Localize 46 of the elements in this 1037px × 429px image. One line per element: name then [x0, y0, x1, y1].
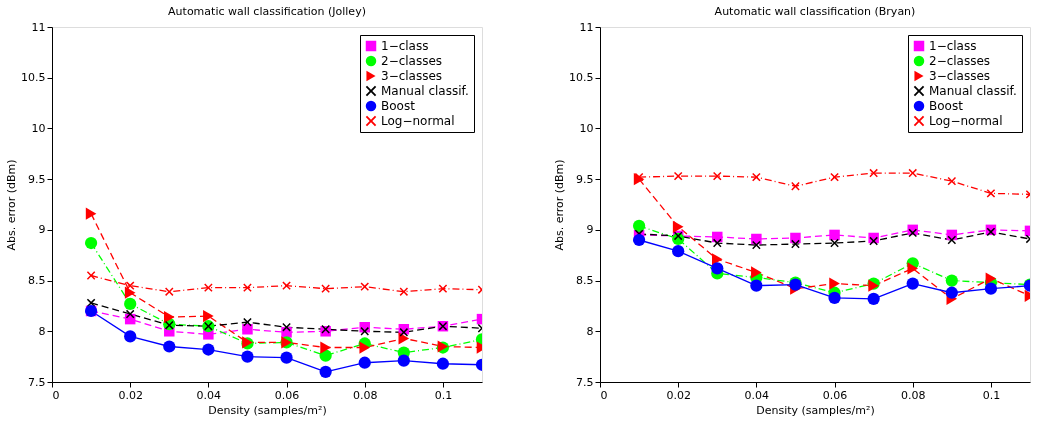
- y-axis-title: Abs. error (dBm): [5, 159, 19, 251]
- x-tick-label: 0.08: [900, 388, 926, 402]
- x-axis-title: Density (samples/m²): [756, 403, 875, 417]
- x-tick-label: 0.08: [352, 388, 378, 402]
- x-tick-label: 0.06: [274, 388, 300, 402]
- y-tick-label: 8: [38, 324, 46, 338]
- x-tick-label: 0.04: [196, 388, 222, 402]
- y-axis-title: Abs. error (dBm): [553, 159, 567, 251]
- legend-label: Boost: [381, 99, 416, 113]
- x-tick-label: 0.06: [822, 388, 848, 402]
- y-tick-label: 11: [579, 20, 594, 34]
- x-tick-label: 0: [600, 388, 608, 402]
- y-tick-label: 9: [38, 223, 46, 237]
- legend-label: Boost: [929, 99, 964, 113]
- x-tick-label: 0.02: [666, 388, 691, 402]
- y-tick-label: 11: [31, 20, 46, 34]
- legend-label: 1−class: [929, 39, 977, 53]
- x-tick-label: 0: [52, 388, 60, 402]
- x-tick-label: 0.1: [434, 388, 453, 402]
- y-tick-label: 7.5: [576, 375, 594, 389]
- x-tick-label: 0.02: [118, 388, 143, 402]
- y-tick-label: 7.5: [28, 375, 46, 389]
- legend-label: Log−normal: [929, 114, 1003, 128]
- y-tick-label: 10: [579, 121, 594, 135]
- legend-label: Manual classif.: [929, 84, 1017, 98]
- y-tick-label: 8.5: [28, 274, 46, 288]
- legend-label: 1−class: [381, 39, 429, 53]
- y-tick-label: 9.5: [28, 172, 46, 186]
- legend-label: 2−classes: [929, 54, 991, 68]
- legend-label: Manual classif.: [381, 84, 469, 98]
- x-tick-label: 0.04: [744, 388, 770, 402]
- y-tick-label: 10: [31, 121, 46, 135]
- y-tick-label: 10.5: [21, 71, 46, 85]
- y-tick-label: 9.5: [576, 172, 594, 186]
- legend-label: 2−classes: [381, 54, 443, 68]
- y-tick-label: 8: [586, 324, 594, 338]
- chart-title: Automatic wall classification (Bryan): [714, 5, 916, 18]
- legend-label: 3−classes: [381, 69, 443, 83]
- x-axis-title: Density (samples/m²): [208, 403, 327, 417]
- x-tick-label: 0.1: [982, 388, 1001, 402]
- legend-label: Log−normal: [381, 114, 455, 128]
- y-tick-label: 10.5: [569, 71, 594, 85]
- chart-title: Automatic wall classification (Jolley): [168, 5, 366, 18]
- y-tick-label: 9: [586, 223, 594, 237]
- legend-label: 3−classes: [929, 69, 991, 83]
- y-tick-label: 8.5: [576, 274, 594, 288]
